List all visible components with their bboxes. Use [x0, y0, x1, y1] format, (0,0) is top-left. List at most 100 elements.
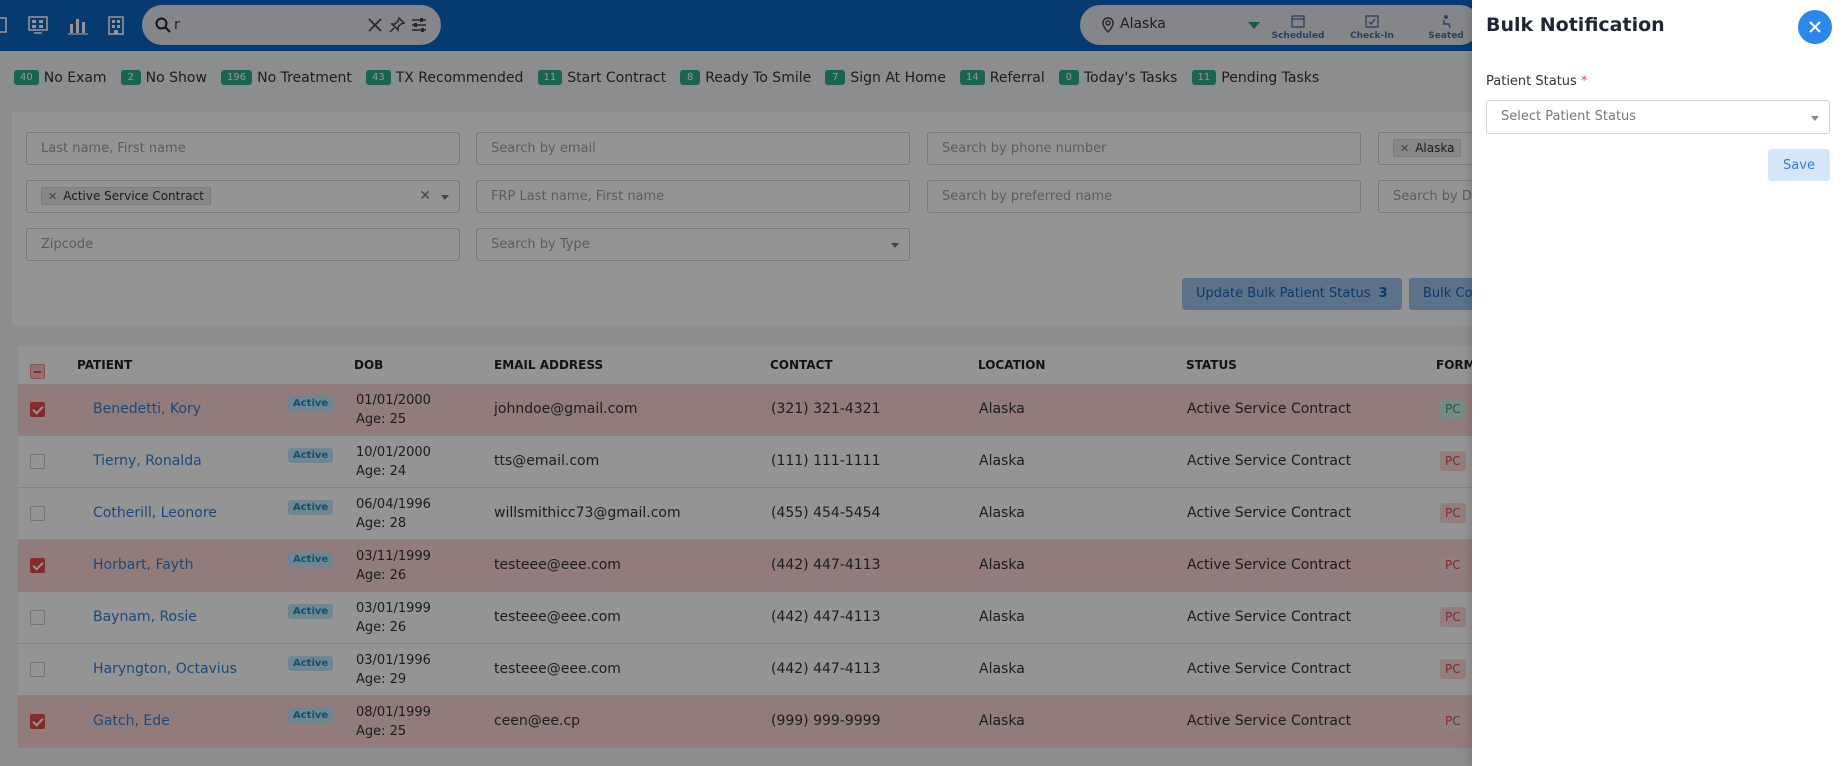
preferred-name-search-input[interactable]: Search by preferred name [927, 180, 1361, 213]
chip-no-show[interactable]: 2 No Show [120, 67, 207, 86]
seated-icon [1443, 15, 1451, 29]
chip-no-exam[interactable]: 40 No Exam [14, 67, 107, 86]
table-row[interactable]: Horbart, Fayth Active 03/11/1999 Age: 26 tes… [18, 540, 1518, 592]
required-mark: * [1580, 74, 1588, 89]
row-checkbox[interactable] [30, 506, 45, 521]
row-checkbox[interactable] [30, 610, 45, 625]
chip-label: Today's Tasks [1083, 69, 1178, 86]
chip-start-contract[interactable]: 11 Start Contract [537, 67, 666, 86]
age-value: Age: 25 [356, 412, 407, 427]
email-cell: tts@email.com [494, 453, 600, 469]
row-checkbox[interactable] [30, 454, 45, 469]
patient-status-select[interactable]: Select Patient Status [1486, 100, 1830, 134]
chevron-down-icon [1811, 116, 1819, 121]
chip-no-treatment[interactable]: 196 No Treatment [221, 67, 352, 86]
chip-pending-tasks[interactable]: 11 Pending Tasks [1191, 67, 1320, 86]
row-checkbox[interactable] [30, 558, 45, 573]
patient-name-link[interactable]: Benedetti, Kory [93, 401, 202, 417]
table-row[interactable]: Gatch, Ede Active 08/01/1999 Age: 25 ceen@ee… [18, 696, 1518, 748]
chip-ready-to-smile[interactable]: 8 Ready To Smile [680, 67, 811, 86]
sliders-icon[interactable] [410, 16, 428, 34]
column-patient[interactable]: PATIENT [77, 358, 133, 372]
pin-icon[interactable] [388, 16, 406, 34]
patient-name-link[interactable]: Haryngton, Octavius [93, 661, 237, 677]
clear-icon[interactable] [366, 16, 384, 34]
status-filter-select[interactable]: ✕ Active Service Contract ✕ [26, 180, 460, 213]
column-contact[interactable]: CONTACT [770, 358, 833, 372]
status-badge: Active [288, 448, 334, 463]
table-row[interactable]: Cotherill, Leonore Active 06/04/1996 Age: 2… [18, 488, 1518, 540]
global-search [142, 5, 441, 45]
column-email[interactable]: EMAIL ADDRESS [494, 358, 604, 372]
type-filter-select[interactable]: Search by Type [476, 228, 910, 261]
dob-cell: 03/01/1996 Age: 29 [356, 651, 431, 689]
search-icon [155, 17, 171, 33]
patient-name-link[interactable]: Cotherill, Leonore [93, 505, 217, 521]
chip-label: No Show [145, 69, 207, 86]
close-drawer-button[interactable] [1798, 10, 1832, 44]
patient-status-label-text: Patient Status [1486, 74, 1577, 89]
tag-remove-icon[interactable]: ✕ [1400, 142, 1410, 155]
location-cell: Alaska [979, 557, 1025, 573]
row-checkbox[interactable] [30, 714, 45, 729]
scheduled-button[interactable]: Scheduled [1268, 13, 1328, 41]
dob-value: 08/01/1999 [356, 705, 431, 720]
table-row[interactable]: Benedetti, Kory Active 01/01/2000 Age: 25 jo… [18, 384, 1518, 436]
checkin-button[interactable]: Check-In [1342, 13, 1402, 41]
chip-count: 2 [120, 70, 141, 85]
patient-name-link[interactable]: Gatch, Ede [93, 713, 170, 729]
save-button[interactable]: Save [1768, 149, 1830, 181]
clear-selection-icon[interactable]: ✕ [419, 188, 431, 204]
selected-count: 3 [1378, 286, 1388, 301]
chip-count: 43 [365, 70, 391, 85]
update-bulk-status-button[interactable]: Update Bulk Patient Status 3 [1182, 278, 1402, 310]
seated-label: Seated [1428, 31, 1464, 41]
phone-search-input[interactable]: Search by phone number [927, 132, 1361, 165]
chip-referral[interactable]: 14 Referral [960, 67, 1045, 86]
form-badge[interactable]: PC [1440, 399, 1466, 419]
form-badge[interactable]: PC [1440, 711, 1466, 731]
column-status[interactable]: STATUS [1186, 358, 1237, 372]
chip-todays-tasks[interactable]: 0 Today's Tasks [1058, 67, 1178, 86]
patient-status-label: Patient Status * [1486, 74, 1587, 89]
column-location[interactable]: LOCATION [978, 358, 1046, 372]
name-search-input[interactable]: Last name, First name [26, 132, 460, 165]
global-search-input[interactable] [174, 13, 354, 37]
dob-cell: 08/01/1999 Age: 25 [356, 703, 431, 741]
form-badge[interactable]: PC [1440, 607, 1466, 627]
status-tag[interactable]: ✕ Active Service Contract [41, 187, 211, 205]
seated-button[interactable]: Seated [1416, 13, 1476, 41]
table-row[interactable]: Haryngton, Octavius Active 03/01/1996 Age: … [18, 644, 1518, 696]
monitor-grid-icon[interactable] [27, 14, 49, 36]
patient-name-link[interactable]: Tierny, Ronalda [93, 453, 202, 469]
location-tag[interactable]: ✕ Alaska [1393, 139, 1462, 157]
column-form[interactable]: FORM [1436, 358, 1476, 372]
calendar-icon[interactable] [0, 14, 14, 36]
bar-chart-icon[interactable] [67, 14, 89, 36]
patient-name-link[interactable]: Baynam, Rosie [93, 609, 197, 625]
form-badge[interactable]: PC [1440, 659, 1466, 679]
chip-sign-at-home[interactable]: 7 Sign At Home [825, 67, 946, 86]
patient-name-link[interactable]: Horbart, Fayth [93, 557, 194, 573]
zipcode-input[interactable]: Zipcode [26, 228, 460, 261]
row-checkbox[interactable] [30, 662, 45, 677]
chip-tx-recommended[interactable]: 43 TX Recommended [365, 67, 523, 86]
select-all-checkbox[interactable] [30, 364, 45, 379]
email-search-input[interactable]: Search by email [476, 132, 910, 165]
location-selector[interactable]: Alaska Scheduled Check-In Seated [1080, 5, 1480, 45]
frp-search-input[interactable]: FRP Last name, First name [476, 180, 910, 213]
column-dob[interactable]: DOB [354, 358, 384, 372]
age-value: Age: 26 [356, 568, 407, 583]
status-cell: Active Service Contract [1187, 609, 1352, 625]
table-row[interactable]: Tierny, Ronalda Active 10/01/2000 Age: 24 tt… [18, 436, 1518, 488]
table-row[interactable]: Baynam, Rosie Active 03/01/1999 Age: 26 test… [18, 592, 1518, 644]
chip-label: Pending Tasks [1221, 69, 1320, 86]
building-icon[interactable] [105, 14, 127, 36]
form-badge[interactable]: PC [1440, 451, 1466, 471]
row-checkbox[interactable] [30, 402, 45, 417]
tag-remove-icon[interactable]: ✕ [48, 190, 58, 203]
location-cell: Alaska [979, 661, 1025, 677]
form-badge[interactable]: PC [1440, 503, 1466, 523]
modal-backdrop[interactable] [0, 0, 1472, 766]
form-badge[interactable]: PC [1440, 555, 1466, 575]
